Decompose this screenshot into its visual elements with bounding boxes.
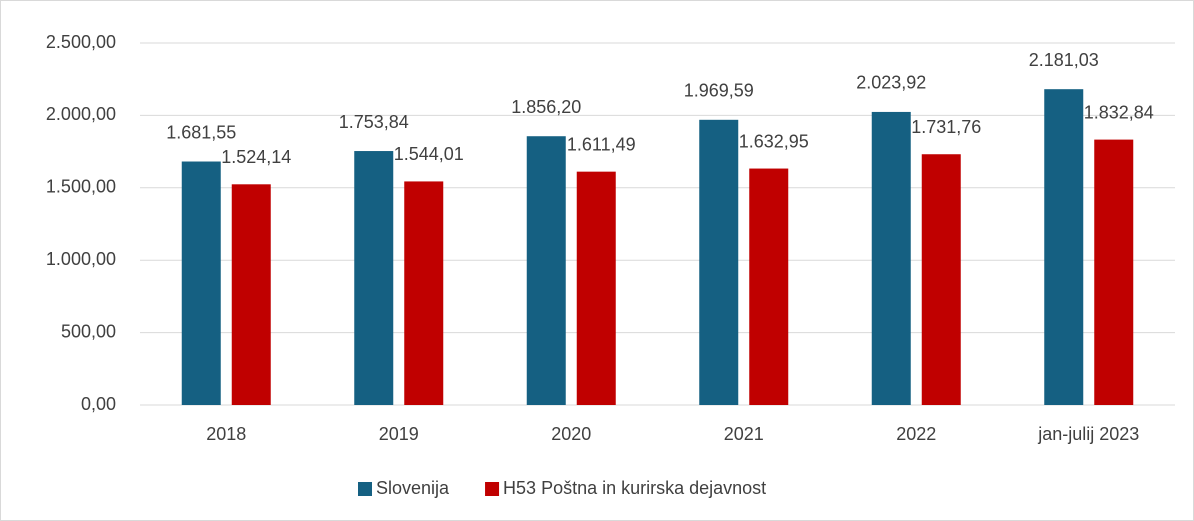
bar — [404, 181, 444, 405]
legend-label: H53 Poštna in kurirska dejavnost — [503, 478, 766, 498]
data-label: 1.856,20 — [511, 97, 581, 117]
data-label: 1.611,49 — [567, 134, 636, 154]
data-label: 1.632,95 — [739, 131, 809, 151]
data-label: 1.832,84 — [1084, 102, 1154, 122]
data-label: 1.524,14 — [221, 147, 291, 167]
data-label: 1.969,59 — [684, 81, 754, 101]
y-tick-label: 2.500,00 — [46, 32, 116, 52]
data-label: 2.023,92 — [856, 73, 926, 93]
bar — [231, 184, 271, 405]
bar — [526, 136, 566, 406]
legend-swatch — [485, 482, 500, 496]
data-label: 1.544,01 — [394, 144, 464, 164]
x-tick-label: 2022 — [896, 424, 936, 444]
x-tick-label: 2019 — [379, 424, 419, 444]
bar — [1044, 89, 1084, 405]
data-label: 1.753,84 — [339, 112, 409, 132]
y-tick-label: 500,00 — [61, 321, 116, 341]
bar — [181, 161, 221, 405]
legend-swatch — [358, 482, 372, 496]
data-label: 1.731,76 — [911, 117, 981, 137]
bar — [1094, 139, 1134, 405]
bar — [749, 168, 789, 405]
bar — [354, 151, 394, 405]
y-tick-label: 2.000,00 — [46, 104, 116, 124]
data-label: 1.681,55 — [166, 122, 236, 142]
x-tick-label: jan-julij 2023 — [1037, 424, 1139, 444]
y-tick-label: 1.000,00 — [46, 249, 116, 269]
bar — [921, 154, 961, 405]
legend-label: Slovenija — [376, 478, 450, 498]
data-label: 2.181,03 — [1029, 50, 1099, 70]
bar — [871, 111, 911, 405]
y-tick-label: 1.500,00 — [46, 177, 116, 197]
bar — [699, 119, 739, 405]
y-tick-label: 0,00 — [81, 394, 116, 414]
x-tick-label: 2018 — [206, 424, 246, 444]
bar — [576, 171, 616, 405]
x-tick-label: 2020 — [551, 424, 591, 444]
x-tick-label: 2021 — [724, 424, 764, 444]
